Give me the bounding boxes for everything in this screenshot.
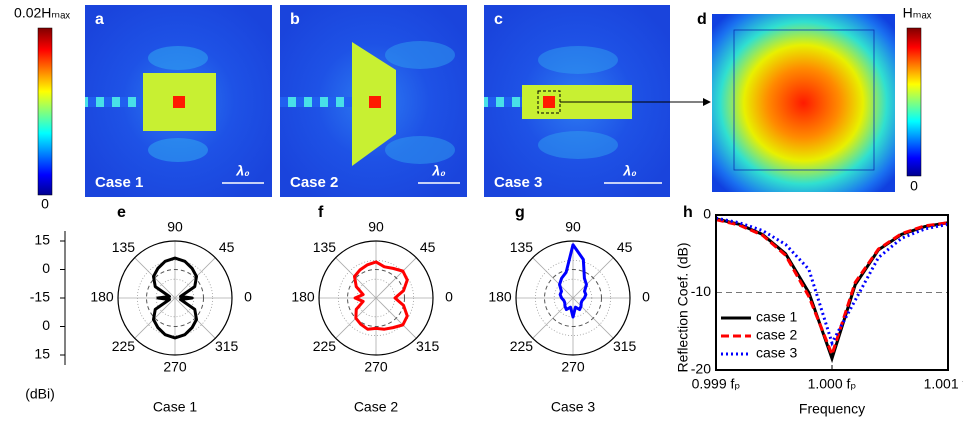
x-tick-label: 1.001 fₚ [924, 376, 963, 392]
panel-caption: Case 3 [494, 174, 542, 191]
angle-label: 135 [313, 239, 337, 255]
x-tick-label: 0.999 fₚ [692, 376, 741, 392]
scale-tick-label: -15 [30, 289, 50, 305]
panel-caption: Case 2 [290, 174, 338, 191]
angle-label: 90 [167, 219, 183, 235]
angle-label: 90 [565, 219, 581, 235]
angle-label: 45 [617, 239, 633, 255]
angle-label: 225 [313, 338, 337, 354]
angle-label: 180 [291, 289, 315, 305]
polar-spoke [533, 298, 573, 338]
angle-label: 0 [445, 289, 453, 305]
colorbar-min-label: 0 [910, 178, 918, 194]
angle-label: 180 [488, 289, 512, 305]
panel-caption: Case 3 [551, 399, 596, 415]
angle-label: 90 [368, 219, 384, 235]
angle-label: 180 [90, 289, 114, 305]
panel-caption: Case 2 [354, 399, 399, 415]
angle-label: 270 [561, 359, 585, 375]
scale-label: λ₀ [622, 163, 637, 179]
panel-letter: c [494, 11, 503, 28]
scale-tick-label: 15 [34, 232, 50, 248]
scale-tick-label: 15 [34, 346, 50, 362]
angle-label: 0 [244, 289, 252, 305]
scale-label: λ₀ [235, 163, 250, 179]
angle-label: 45 [219, 239, 235, 255]
colorbar [38, 28, 52, 195]
angle-label: 0 [642, 289, 650, 305]
legend-label: case 3 [756, 345, 797, 361]
angle-label: 45 [420, 239, 436, 255]
panel-caption: Case 1 [153, 399, 198, 415]
angle-label: 315 [215, 338, 239, 354]
series-line [716, 218, 948, 343]
colorbar-max-label: 0.02Hₘₐₓ [14, 5, 70, 21]
y-axis-title: Reflection Coef. (dB) [675, 243, 691, 373]
panel-letter: d [697, 11, 707, 28]
legend-label: case 1 [756, 309, 797, 325]
angle-label: 135 [510, 239, 534, 255]
angle-label: 270 [364, 359, 388, 375]
y-tick-label: 0 [703, 206, 711, 222]
angle-label: 225 [510, 338, 534, 354]
figure: 0.02Hₘₐₓ 0 a Case 1 λ₀ b Case 2 λ₀ c Cas… [0, 0, 963, 422]
angle-label: 225 [112, 338, 136, 354]
angle-label: 270 [163, 359, 187, 375]
panel-caption: Case 1 [95, 174, 143, 191]
panel-letter: h [683, 204, 693, 221]
legend-label: case 2 [756, 327, 797, 343]
colorbar-max-label: Hₘₐₓ [903, 5, 932, 21]
scale-tick-label: 0 [42, 260, 50, 276]
series-line [716, 220, 948, 355]
mode-map [712, 14, 895, 192]
colorbar-min-label: 0 [41, 196, 49, 212]
angle-label: 135 [112, 239, 136, 255]
angle-label: 315 [613, 338, 637, 354]
panel-letter: g [515, 204, 525, 221]
radiation-pattern [355, 262, 408, 329]
x-axis-title: Frequency [799, 401, 865, 417]
panel-letter: f [318, 204, 324, 221]
y-tick-label: -10 [691, 283, 711, 299]
panel-letter: a [95, 11, 104, 28]
x-tick-label: 1.000 fₚ [808, 376, 857, 392]
angle-label: 315 [416, 338, 440, 354]
polar-unit: (dBi) [25, 386, 55, 402]
y-tick-label: -20 [691, 361, 711, 377]
scale-label: λ₀ [431, 163, 446, 179]
panel-letter: e [117, 204, 126, 221]
panel-letter: b [290, 11, 300, 28]
field-map [484, 5, 670, 197]
colorbar [907, 28, 921, 176]
scale-tick-label: 0 [42, 317, 50, 333]
